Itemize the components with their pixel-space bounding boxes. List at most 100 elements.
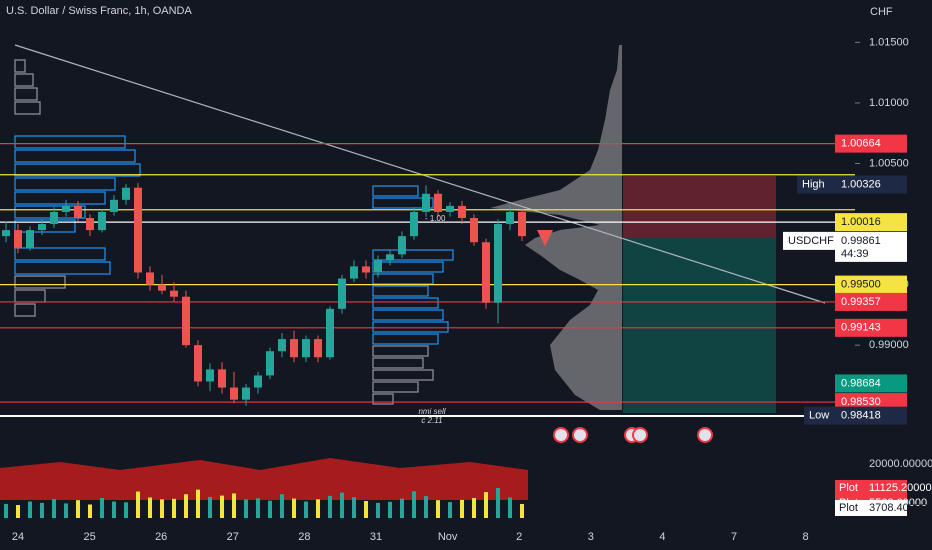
volume-profile <box>490 45 622 410</box>
candle-body <box>458 205 466 218</box>
candle-body <box>158 284 166 291</box>
annotation: c 2.11 <box>421 416 442 425</box>
volume-bar <box>292 498 296 518</box>
x-tick-label: 4 <box>659 531 665 543</box>
y-tick-label: 0.99000 <box>869 339 909 351</box>
candle-body <box>338 278 346 309</box>
candle-body <box>122 187 130 200</box>
candle-body <box>362 266 370 273</box>
volume-bar <box>160 499 164 518</box>
volume-bar <box>148 497 152 518</box>
volume-bar <box>256 498 260 518</box>
session-profile <box>14 135 454 345</box>
event-icons <box>553 427 713 443</box>
price-badge <box>835 175 907 194</box>
volume-bar <box>424 496 428 518</box>
badge-tag <box>797 175 835 194</box>
axis-cover <box>0 524 932 550</box>
x-tick-label: 2 <box>516 531 522 543</box>
price-badge <box>835 393 907 412</box>
plot-badge-label: 11125.20000 <box>869 482 932 494</box>
volume-bar <box>232 493 236 518</box>
volume-scale-label: 20000.00000 <box>869 458 932 470</box>
sell-arrow <box>537 230 553 246</box>
price-badge <box>835 213 907 232</box>
candle-body <box>50 211 58 225</box>
x-tick-label: 25 <box>83 531 95 543</box>
volume-bar <box>196 489 200 518</box>
candle-body <box>2 230 10 237</box>
badge-tag <box>804 406 835 425</box>
price-badge-label: 0.98530 <box>841 396 881 408</box>
plot-tag: Plot <box>839 502 858 514</box>
candle-body <box>470 217 478 243</box>
price-badge <box>835 134 907 153</box>
price-badge <box>835 374 907 393</box>
candle-body <box>302 339 310 358</box>
candle-body <box>206 369 214 382</box>
price-badge-label: 0.99500 <box>841 279 881 291</box>
volume-bar <box>352 497 356 518</box>
volume-bar <box>460 499 464 518</box>
volume-bar <box>112 501 116 518</box>
candle-body <box>146 272 154 285</box>
currency: CHF <box>870 6 893 18</box>
volume-bar <box>16 505 20 518</box>
candle-body <box>410 211 418 237</box>
candle-body <box>290 339 298 358</box>
candle-body <box>434 193 442 212</box>
x-tick-label: 3 <box>588 531 594 543</box>
volume-bar <box>64 503 68 518</box>
x-tick-label: 27 <box>227 531 239 543</box>
price-badge <box>835 275 907 294</box>
price-badge-label: 0.98418 <box>841 410 881 422</box>
title: U.S. Dollar / Swiss Franc, 1h, OANDA <box>6 5 192 17</box>
x-tick-label: 7 <box>731 531 737 543</box>
volume-bar <box>496 488 500 518</box>
plot-tag: Plot <box>839 482 858 494</box>
volume-bar <box>208 496 212 518</box>
volume-bar <box>88 504 92 518</box>
countdown: 44:39 <box>841 248 869 260</box>
volume-band <box>0 458 528 500</box>
volume-bar <box>520 503 524 518</box>
price-badge <box>835 318 907 337</box>
volume-bar <box>340 492 344 518</box>
volume-bar <box>268 500 272 518</box>
candle-body <box>218 369 226 388</box>
volume-bar <box>100 498 104 518</box>
x-tick-label: 28 <box>298 531 310 543</box>
candle-body <box>482 242 490 303</box>
candle-body <box>518 211 526 237</box>
volume-bar <box>124 502 128 518</box>
badge-tag-label: High <box>802 178 825 190</box>
price-badge-label: 1.00326 <box>841 178 881 190</box>
price-badge <box>835 292 907 311</box>
y-tick-label: 1.01500 <box>869 36 909 48</box>
price-badge-label: 0.99357 <box>841 296 881 308</box>
volume-bar <box>436 500 440 518</box>
annotation: - 1.00 <box>425 214 446 223</box>
volume-bar <box>244 499 248 518</box>
price-badge-label: 1.00016 <box>841 216 881 228</box>
candle-body <box>266 351 274 376</box>
price-badge <box>835 406 907 425</box>
candle-body <box>422 193 430 212</box>
volume-bar <box>316 499 320 518</box>
x-tick-label: 31 <box>370 531 382 543</box>
price-badge-label: 0.99143 <box>841 322 881 334</box>
plot-badge <box>835 499 907 516</box>
badge-tag-label: USDCHF <box>788 235 834 247</box>
candle-body <box>494 224 502 303</box>
candle-body <box>398 236 406 255</box>
candle-body <box>386 254 394 261</box>
volume-bar <box>484 492 488 518</box>
candle-body <box>182 296 190 346</box>
candle-body <box>110 199 118 212</box>
plot-badge-label: 3708.40000 <box>869 502 927 514</box>
volume-bar <box>184 494 188 518</box>
volume-bar <box>76 500 80 518</box>
candle-body <box>230 387 238 400</box>
volume-bar <box>364 500 368 518</box>
volume-bar <box>412 491 416 518</box>
